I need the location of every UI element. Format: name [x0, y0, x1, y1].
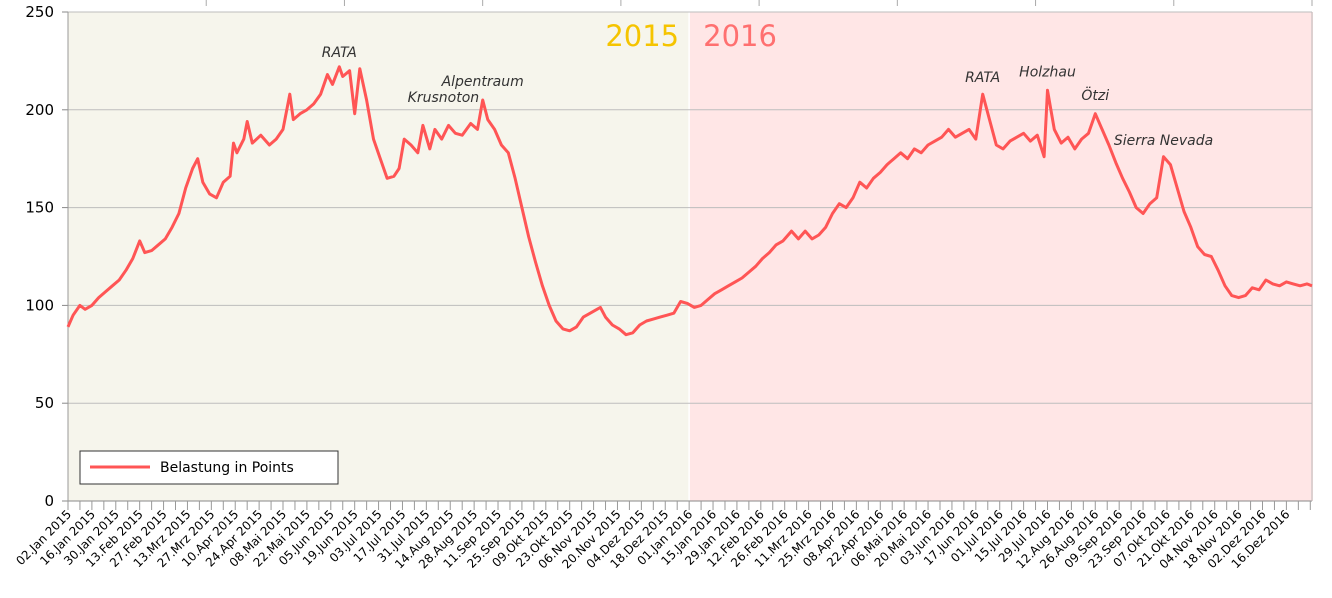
- y-tick-label: 250: [25, 3, 54, 21]
- y-tick-label: 150: [25, 199, 54, 217]
- annotation-label: Ötzi: [1081, 86, 1109, 104]
- year-band-2016: [689, 12, 1313, 501]
- year-label-2015: 2015: [605, 19, 679, 53]
- annotation-label: RATA: [322, 45, 357, 61]
- legend-label: Belastung in Points: [160, 460, 294, 476]
- y-tick-label: 0: [44, 492, 54, 510]
- annotation-label: Sierra Nevada: [1114, 133, 1213, 149]
- year-label-2016: 2016: [703, 19, 777, 53]
- annotation-label: Holzhau: [1019, 64, 1076, 80]
- y-tick-label: 50: [35, 394, 54, 412]
- year-band-2015: [68, 12, 690, 501]
- legend: Belastung in Points: [79, 450, 339, 485]
- annotation-label: Krusnoton: [408, 90, 479, 106]
- y-tick-label: 100: [25, 296, 54, 314]
- annotation-label: RATA: [965, 70, 1000, 86]
- annotation-label: Alpentraum: [441, 74, 524, 90]
- y-tick-label: 200: [25, 101, 54, 119]
- series-line-belastung: [66, 65, 1313, 337]
